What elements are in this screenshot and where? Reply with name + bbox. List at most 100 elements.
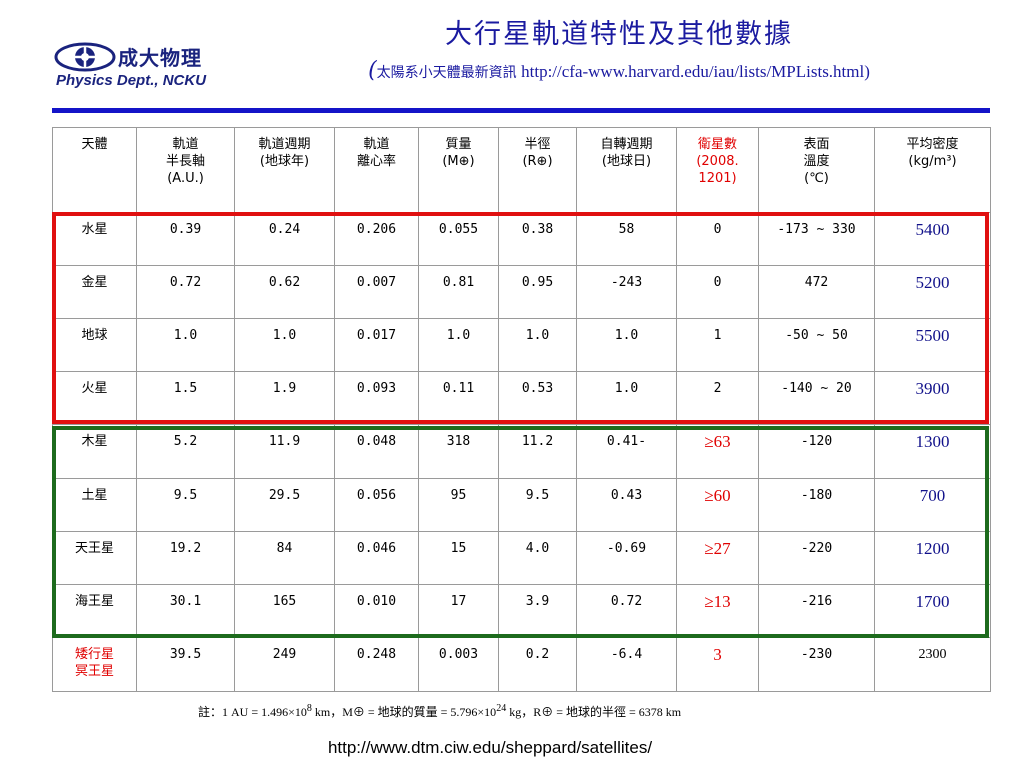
cell-rotation-period: 0.41- — [576, 424, 677, 479]
footnote-middle: km，M⊕ = 地球的質量 = 5.796×10 — [311, 705, 497, 719]
cell-orbital-period: 0.24 — [234, 211, 335, 267]
cell-rotation-period: 1.0 — [576, 318, 677, 373]
cell-eccentricity: 0.206 — [334, 211, 419, 267]
cell-radius: 0.2 — [498, 636, 577, 693]
cell-surface-temperature: 472 — [758, 265, 875, 320]
cell-mean-density: 700 — [874, 477, 991, 532]
table-row: 天王星 19.2 84 0.046 15 4.0 -0.69 ≥27 -220 1200 — [52, 530, 991, 585]
cell-eccentricity: 0.248 — [334, 636, 419, 693]
cell-semi-major-axis: 1.0 — [136, 318, 235, 373]
cell-mass: 318 — [418, 424, 499, 479]
cell-eccentricity: 0.007 — [334, 265, 419, 320]
cell-surface-temperature: -50 ~ 50 — [758, 318, 875, 373]
cell-body: 地球 — [52, 318, 137, 373]
footnote-exponent-au: 8 — [306, 703, 312, 714]
cell-mean-density: 5400 — [874, 211, 991, 267]
footnote-end: kg，R⊕ = 地球的半徑 = 6378 km — [506, 705, 682, 719]
cell-semi-major-axis: 1.5 — [136, 371, 235, 426]
cell-radius: 1.0 — [498, 318, 577, 373]
cell-semi-major-axis: 30.1 — [136, 583, 235, 638]
cell-eccentricity: 0.093 — [334, 371, 419, 426]
cell-semi-major-axis: 5.2 — [136, 424, 235, 479]
cell-satellite-count: 2 — [676, 371, 759, 426]
table-body: 水星 0.39 0.24 0.206 0.055 0.38 58 0 -173 ~ 330 540… — [52, 211, 991, 693]
cell-mass: 0.003 — [418, 636, 499, 693]
cell-semi-major-axis: 0.72 — [136, 265, 235, 320]
cell-rotation-period: 1.0 — [576, 371, 677, 426]
cell-eccentricity: 0.046 — [334, 530, 419, 585]
logo-chinese-name: 成大物理 — [118, 46, 202, 70]
cell-surface-temperature: -220 — [758, 530, 875, 585]
cell-rotation-period: 0.72 — [576, 583, 677, 638]
table-row: 金星 0.72 0.62 0.007 0.81 0.95 -243 0 472 5200 — [52, 265, 991, 320]
cell-eccentricity: 0.056 — [334, 477, 419, 532]
cell-mass: 1.0 — [418, 318, 499, 373]
footer-link[interactable]: http://www.dtm.ciw.edu/sheppard/satellit… — [327, 738, 653, 757]
cell-satellite-count: 1 — [676, 318, 759, 373]
cell-surface-temperature: -120 — [758, 424, 875, 479]
cell-mean-density: 1700 — [874, 583, 991, 638]
ncku-physics-logo: 成大物理 Physics Dept., NCKU — [54, 40, 232, 96]
cell-mass: 0.11 — [418, 371, 499, 426]
cell-body: 土星 — [52, 477, 137, 532]
page-title: 大行星軌道特性及其他數據 — [445, 19, 793, 50]
header-orbital-period: 軌道週期 (地球年) — [234, 127, 335, 213]
header-body: 天體 — [52, 127, 137, 213]
cell-rotation-period: 0.43 — [576, 477, 677, 532]
cell-mass: 0.81 — [418, 265, 499, 320]
cell-rotation-period: -243 — [576, 265, 677, 320]
header-semi-major-axis: 軌道 半長軸 (A.U.) — [136, 127, 235, 213]
footnote: 註：1 AU = 1.496×108 km，M⊕ = 地球的質量 = 5.796… — [198, 703, 681, 720]
cell-satellite-count: 0 — [676, 211, 759, 267]
cell-mean-density: 5200 — [874, 265, 991, 320]
cell-orbital-period: 1.9 — [234, 371, 335, 426]
cell-body: 矮行星 冥王星 — [52, 636, 137, 693]
cell-satellite-count: ≥13 — [676, 583, 759, 638]
cell-orbital-period: 1.0 — [234, 318, 335, 373]
cell-semi-major-axis: 19.2 — [136, 530, 235, 585]
cell-surface-temperature: -140 ~ 20 — [758, 371, 875, 426]
subtitle-link[interactable]: http://cfa-www.harvard.edu/iau/lists/MPL… — [521, 62, 865, 81]
cell-radius: 0.38 — [498, 211, 577, 267]
cell-body: 木星 — [52, 424, 137, 479]
cell-mean-density: 5500 — [874, 318, 991, 373]
cell-satellite-count: 3 — [676, 636, 759, 693]
cell-radius: 4.0 — [498, 530, 577, 585]
header-radius: 半徑 (R⊕) — [498, 127, 577, 213]
cell-rotation-period: -0.69 — [576, 530, 677, 585]
cell-eccentricity: 0.048 — [334, 424, 419, 479]
cell-orbital-period: 0.62 — [234, 265, 335, 320]
subtitle-text: 太陽系小天體最新資訊 — [376, 65, 522, 81]
header-mean-density: 平均密度 (kg/m³) — [874, 127, 991, 213]
cell-mean-density: 1300 — [874, 424, 991, 479]
table-row: 地球 1.0 1.0 0.017 1.0 1.0 1.0 1 -50 ~ 50 5500 — [52, 318, 991, 373]
cell-body: 水星 — [52, 211, 137, 267]
cell-orbital-period: 11.9 — [234, 424, 335, 479]
header-surface-temperature: 表面 溫度 (℃) — [758, 127, 875, 213]
cell-satellite-count: ≥63 — [676, 424, 759, 479]
cell-satellite-count: ≥27 — [676, 530, 759, 585]
cell-orbital-period: 29.5 — [234, 477, 335, 532]
cell-body: 金星 — [52, 265, 137, 320]
cell-rotation-period: -6.4 — [576, 636, 677, 693]
eye-logo-icon — [54, 42, 116, 72]
cell-radius: 0.53 — [498, 371, 577, 426]
table-row: 矮行星 冥王星 39.5 249 0.248 0.003 0.2 -6.4 3 -230 2300 — [52, 636, 991, 693]
subtitle-open-paren: ( — [368, 58, 377, 83]
table-row: 海王星 30.1 165 0.010 17 3.9 0.72 ≥13 -216 1700 — [52, 583, 991, 638]
cell-surface-temperature: -180 — [758, 477, 875, 532]
table-row: 火星 1.5 1.9 0.093 0.11 0.53 1.0 2 -140 ~ 20 3900 — [52, 371, 991, 426]
planet-data-table: 天體 軌道 半長軸 (A.U.) 軌道週期 (地球年) 軌道 離心率 質量 (M⊕) 半徑… — [52, 127, 991, 693]
cell-semi-major-axis: 39.5 — [136, 636, 235, 693]
cell-surface-temperature: -216 — [758, 583, 875, 638]
subtitle-close-paren: ) — [864, 62, 870, 81]
header-satellite-count: 衛星數 (2008. 1201) — [676, 127, 759, 213]
cell-semi-major-axis: 9.5 — [136, 477, 235, 532]
cell-eccentricity: 0.017 — [334, 318, 419, 373]
header-rotation-period: 自轉週期 (地球日) — [576, 127, 677, 213]
cell-semi-major-axis: 0.39 — [136, 211, 235, 267]
footnote-exponent-mass: 24 — [496, 703, 507, 714]
cell-mass: 17 — [418, 583, 499, 638]
cell-surface-temperature: -173 ~ 330 — [758, 211, 875, 267]
cell-body: 火星 — [52, 371, 137, 426]
